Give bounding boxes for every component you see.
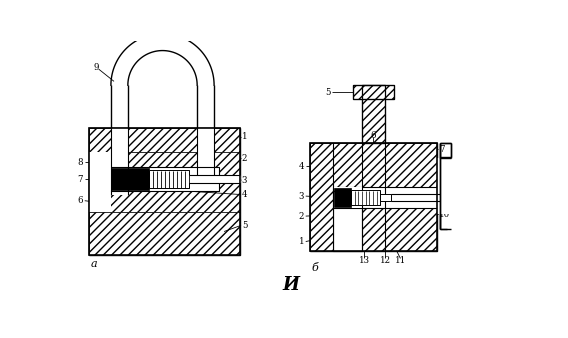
Bar: [89, 167, 111, 192]
Text: 8: 8: [439, 178, 445, 188]
Bar: [437, 183, 442, 212]
Bar: [385, 143, 437, 251]
Bar: [89, 192, 111, 212]
Bar: [111, 127, 128, 195]
Text: 7: 7: [78, 175, 83, 184]
Text: 9: 9: [93, 63, 99, 72]
Bar: [89, 152, 240, 212]
Bar: [351, 190, 381, 206]
Bar: [362, 85, 385, 143]
Bar: [149, 170, 190, 188]
Bar: [381, 194, 391, 201]
Text: 10: 10: [439, 210, 450, 219]
Text: 13: 13: [359, 256, 370, 265]
Text: 12: 12: [379, 256, 391, 265]
Bar: [89, 127, 240, 255]
Text: б: б: [311, 263, 318, 273]
Text: 5: 5: [325, 88, 331, 97]
Bar: [111, 167, 219, 192]
Bar: [310, 143, 437, 251]
Text: 4: 4: [299, 162, 304, 171]
Text: 2: 2: [242, 154, 247, 163]
Text: 11: 11: [395, 256, 406, 265]
Text: 4: 4: [242, 190, 247, 199]
Bar: [190, 175, 241, 183]
Bar: [310, 143, 437, 251]
Bar: [89, 167, 111, 192]
Text: 3: 3: [242, 176, 247, 185]
Text: 8: 8: [78, 158, 83, 167]
Bar: [334, 188, 351, 207]
Bar: [89, 127, 240, 255]
Bar: [310, 143, 333, 251]
Bar: [197, 127, 214, 179]
Text: 3: 3: [299, 192, 304, 200]
Text: 1: 1: [242, 132, 248, 141]
Bar: [333, 187, 362, 209]
Text: 6: 6: [371, 131, 376, 140]
Bar: [353, 85, 394, 99]
Bar: [111, 168, 149, 190]
Text: 2: 2: [299, 212, 304, 221]
Bar: [437, 159, 465, 214]
Bar: [128, 81, 154, 120]
Bar: [362, 85, 385, 143]
Bar: [333, 187, 452, 209]
Bar: [353, 85, 394, 99]
Text: 7: 7: [439, 145, 444, 154]
Bar: [128, 127, 197, 152]
Bar: [89, 152, 111, 167]
Bar: [89, 212, 240, 255]
Text: 5: 5: [242, 221, 247, 230]
Bar: [362, 143, 385, 251]
Bar: [333, 191, 362, 251]
Text: а: а: [91, 259, 98, 269]
Text: 1: 1: [299, 237, 304, 246]
Bar: [89, 127, 240, 152]
Bar: [333, 143, 362, 191]
Text: 9: 9: [439, 198, 444, 207]
Text: И: И: [283, 276, 299, 294]
Text: 6: 6: [78, 196, 83, 205]
